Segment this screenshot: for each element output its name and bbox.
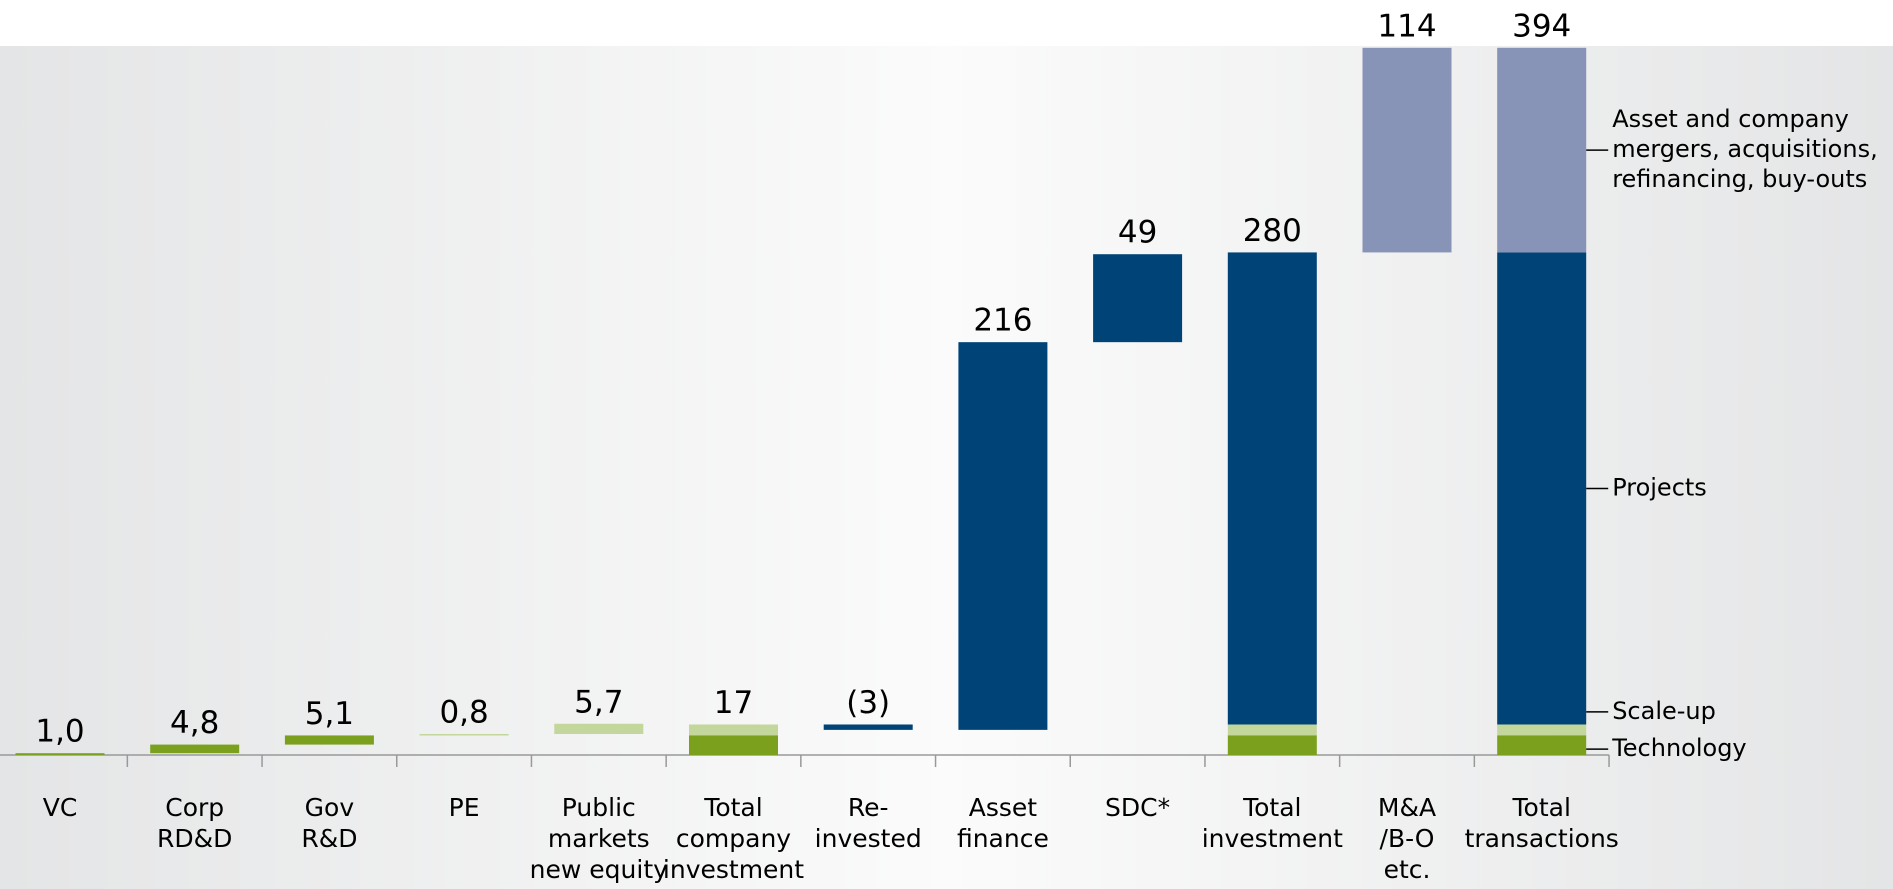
x-tick-label-line: markets [548,824,650,853]
bar-segment [1497,735,1587,755]
value-label: 4,8 [170,705,219,741]
value-label: 394 [1512,8,1571,44]
x-tick-label: Asset finance [957,793,1049,853]
x-tick-label-line: Public [562,793,636,822]
x-tick-label-line: Corp [165,793,224,822]
x-tick-label-line: PE [449,793,480,822]
legend-label: Projects [1612,473,1707,501]
x-tick-label-line: SDC* [1105,793,1170,822]
x-tick-label: Public markets new equity [530,793,668,884]
x-tick-label-line: invested [815,824,922,853]
x-tick-label: Gov R&D [301,793,357,853]
x-tick-label: M&A/B-O etc. [1378,793,1436,884]
x-tick-label-line: Re- [848,793,889,822]
x-tick-label-line: etc. [1384,855,1431,884]
x-tick-label: Re-invested [815,793,922,853]
x-tick-label-line: new equity [530,855,668,884]
legend-label-line: Asset and company [1612,105,1849,133]
legend-label: Technology [1611,734,1746,762]
legend-label-line: Scale-up [1612,697,1716,725]
x-tick-label-line: RD&D [157,824,232,853]
value-label: 1,0 [35,714,84,750]
bar-segment [1227,252,1317,725]
bar [823,724,913,730]
x-tick-label: Total company investment [663,793,804,884]
legend-label: Scale-up [1612,697,1716,725]
bar-segment [1497,252,1587,725]
bar-segment [1497,47,1587,253]
x-tick-label: PE [449,793,480,822]
x-tick-label-line: investment [1202,824,1343,853]
value-label: 280 [1243,213,1302,249]
legend-label: Asset and company mergers, acquisitions, r… [1612,105,1878,193]
legend-label-line: mergers, acquisitions, [1612,135,1878,163]
bar [1362,47,1452,253]
legend-label-line: Projects [1612,473,1707,501]
x-tick-label: Total transactions [1465,793,1619,853]
x-tick-label-line: R&D [301,824,357,853]
bar-segment [689,735,778,755]
bar [419,733,509,736]
bar [15,753,105,755]
legend-label-line: refinancing, buy-outs [1612,165,1867,193]
x-tick-label-line: VC [43,793,78,822]
x-tick-label-line: Asset [969,793,1038,822]
x-tick-label: SDC* [1105,793,1170,822]
x-tick-label: Total investment [1202,793,1343,853]
x-tick-label: Corp RD&D [157,793,232,853]
x-tick-label-line: Total [1512,793,1571,822]
bar [284,735,374,745]
value-label: 17 [714,685,753,721]
x-tick-label-line: investment [663,855,804,884]
bar [1093,254,1183,343]
value-label: (3) [846,685,890,721]
value-label: 49 [1118,215,1157,251]
x-tick-label-line: transactions [1465,824,1619,853]
x-tick-label-line: Total [703,793,762,822]
value-label: 216 [973,303,1032,339]
bar-segment [689,724,778,736]
bar [150,744,240,754]
bar-segment [1227,724,1317,736]
value-label: 114 [1377,8,1436,44]
bar [554,723,644,734]
bar-segment [1497,724,1587,736]
value-label: 0,8 [439,694,488,730]
value-label: 5,1 [305,696,354,732]
x-tick-label-line: Total [1242,793,1301,822]
x-tick-label-line: /B-O [1380,824,1435,853]
x-tick-label: VC [43,793,78,822]
bar [958,342,1048,730]
legend-label-line: Technology [1611,734,1746,762]
x-tick-label-line: finance [957,824,1049,853]
bar-segment [1227,735,1317,755]
x-tick-label-line: M&A [1378,793,1436,822]
value-label: 5,7 [574,684,623,720]
x-tick-label-line: Gov [305,793,355,822]
x-tick-label-line: company [676,824,791,853]
